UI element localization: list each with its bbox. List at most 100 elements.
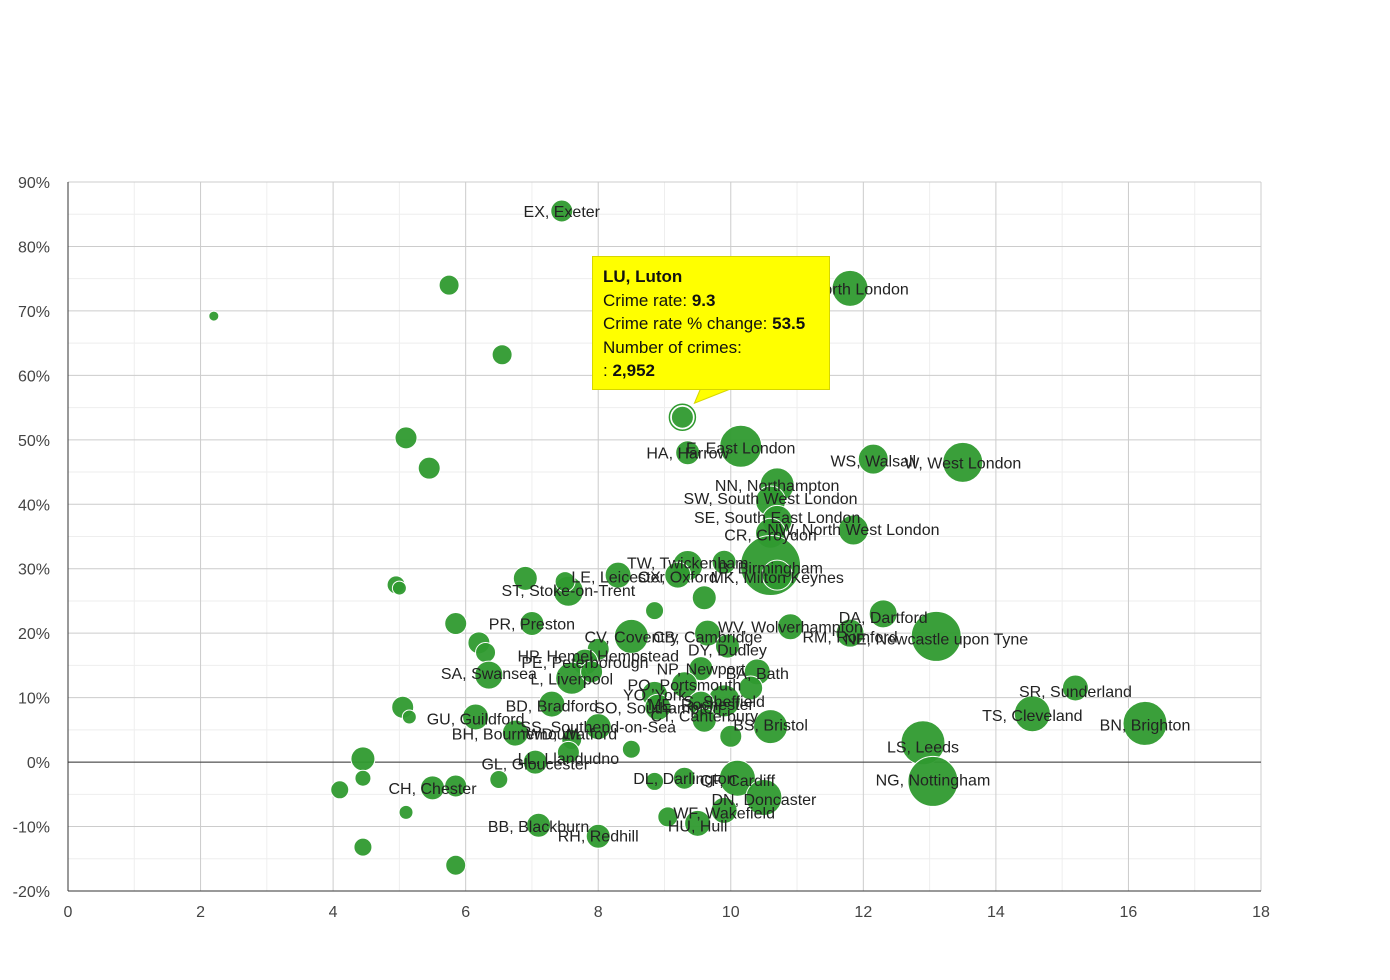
- bubble: [491, 344, 513, 366]
- bubble: [444, 774, 468, 798]
- point-label: CR, Croydon: [724, 528, 816, 545]
- point-label: SS, Southend-on-Sea: [520, 720, 676, 737]
- point-label: S, Sheffield: [683, 694, 765, 711]
- tooltip-count-value: 2,952: [612, 361, 656, 380]
- x-tick-label: 6: [461, 904, 470, 921]
- bubble-wv: [776, 613, 804, 641]
- point-label: BA, Bath: [726, 666, 789, 683]
- bubble-cb: [694, 619, 722, 647]
- y-tick-label: -20%: [13, 884, 50, 901]
- point-label: NP, Newport: [657, 662, 746, 679]
- bubble: [445, 854, 467, 876]
- point-label: BB, Blackburn: [488, 819, 589, 836]
- point-label: BH, Bournemouth: [452, 727, 579, 744]
- point-label: NG, Nottingham: [876, 772, 991, 789]
- y-tick-label: 10%: [18, 691, 50, 708]
- tooltip-rate-label: Crime rate:: [603, 290, 688, 310]
- bubble-ha: [675, 440, 701, 466]
- point-label: DA, Dartford: [839, 610, 928, 627]
- point-label: RH, Redhill: [558, 829, 639, 846]
- bubble-da: [868, 599, 898, 629]
- point-label: LL, Llandudno: [518, 751, 620, 768]
- point-label: WS, Walsall: [830, 453, 916, 470]
- y-tick-label: 90%: [18, 175, 50, 192]
- bubble: [645, 771, 665, 791]
- point-label: MK, Milton Keynes: [710, 570, 843, 587]
- tooltip-pointer: [693, 388, 731, 405]
- bubble-ss: [584, 713, 612, 741]
- point-label: RM, Romford: [803, 629, 898, 646]
- point-label: NW, North West London: [767, 522, 939, 539]
- point-label: SE, South East London: [694, 510, 860, 527]
- x-tick-label: 4: [329, 904, 338, 921]
- bubble-rm: [835, 618, 865, 648]
- bubble-e: [719, 424, 763, 468]
- x-tick-label: 12: [854, 904, 872, 921]
- point-label: CT, Canterbury: [650, 709, 758, 726]
- bubble-po: [670, 671, 698, 699]
- bubble: [330, 780, 350, 800]
- bubble-ts: [1013, 695, 1051, 733]
- bubble: [657, 806, 679, 828]
- point-label: E, East London: [686, 441, 795, 458]
- bubble: [398, 804, 414, 820]
- bubble-bb: [526, 812, 552, 838]
- bubble-rh: [585, 823, 611, 849]
- bubble: [691, 585, 717, 611]
- point-label: NN, Northampton: [715, 478, 840, 495]
- point-label: TS, Cleveland: [982, 708, 1083, 725]
- bubble-cf: [718, 759, 756, 797]
- bubble-layer: [208, 199, 1168, 876]
- bubble-gu: [462, 703, 490, 731]
- point-label: TW, Twickenham: [627, 555, 749, 572]
- point-label: DL, Darlington: [633, 771, 735, 788]
- tooltip-change-label: Crime rate % change:: [603, 314, 768, 333]
- point-label: CV, Coventry: [585, 629, 679, 646]
- bubble-ng: [907, 755, 959, 807]
- y-tick-label: 30%: [18, 562, 50, 579]
- bubble: [554, 571, 576, 593]
- bubble: [738, 675, 764, 701]
- x-tick-label: 16: [1120, 904, 1138, 921]
- y-tick-label: 80%: [18, 239, 50, 256]
- bubble-ct: [691, 707, 717, 733]
- bubble-ox: [664, 561, 692, 589]
- point-label: WF, Wakefield: [673, 805, 775, 822]
- point-label: ST, Stoke-on-Trent: [502, 583, 636, 600]
- highlight-ring: [668, 403, 697, 432]
- point-label: CH, Chester: [389, 781, 478, 798]
- bubble-cv: [613, 618, 649, 654]
- bubble-sa: [474, 660, 504, 690]
- bubble-bn: [1122, 700, 1168, 746]
- point-label: HA, Harrow: [646, 446, 729, 463]
- x-tick-label: 2: [196, 904, 205, 921]
- bubble: [350, 746, 376, 772]
- tooltip-count-label: Number of crimes:: [603, 337, 742, 357]
- point-label: CF, Cardiff: [700, 773, 776, 790]
- bubble-pr: [519, 611, 545, 637]
- point-label: DN, Doncaster: [711, 792, 817, 809]
- bubble: [417, 456, 441, 480]
- point-label: W, West London: [904, 455, 1021, 472]
- bubble: [719, 724, 743, 748]
- bubble-dl: [672, 766, 696, 790]
- bubble-wf: [710, 796, 738, 824]
- point-label: PO, Portsmouth: [627, 678, 741, 695]
- tooltip: LU, Luton Crime rate: 9.3 Crime rate % c…: [592, 256, 830, 390]
- bubble: [444, 612, 468, 636]
- tooltip-rate-value: 9.3: [691, 290, 716, 310]
- bubble: [401, 709, 417, 725]
- bubble: [645, 601, 665, 621]
- axes: [67, 182, 1261, 892]
- point-label: CB, Cambridge: [653, 629, 762, 646]
- bubble-ws: [857, 443, 889, 475]
- point-label: B, Birmingham: [718, 560, 823, 577]
- tooltip-pointer-triangle: [693, 388, 731, 405]
- bubble: [391, 580, 407, 596]
- bubble-n: [831, 269, 869, 307]
- point-label: HP, Hemel Hempstead: [517, 649, 679, 666]
- point-label: BN, Brighton: [1100, 718, 1191, 735]
- bubble-np: [688, 656, 714, 682]
